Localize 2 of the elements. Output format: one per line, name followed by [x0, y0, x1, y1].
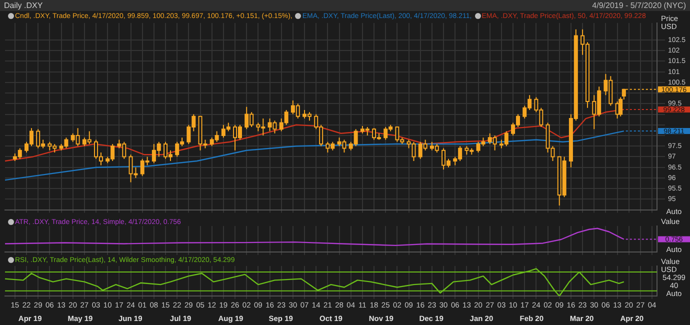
chart-title: Daily .DXY	[4, 0, 43, 11]
chart-subtitle: 4/9/2019 - 5/7/2020 (NYC)	[592, 0, 686, 11]
